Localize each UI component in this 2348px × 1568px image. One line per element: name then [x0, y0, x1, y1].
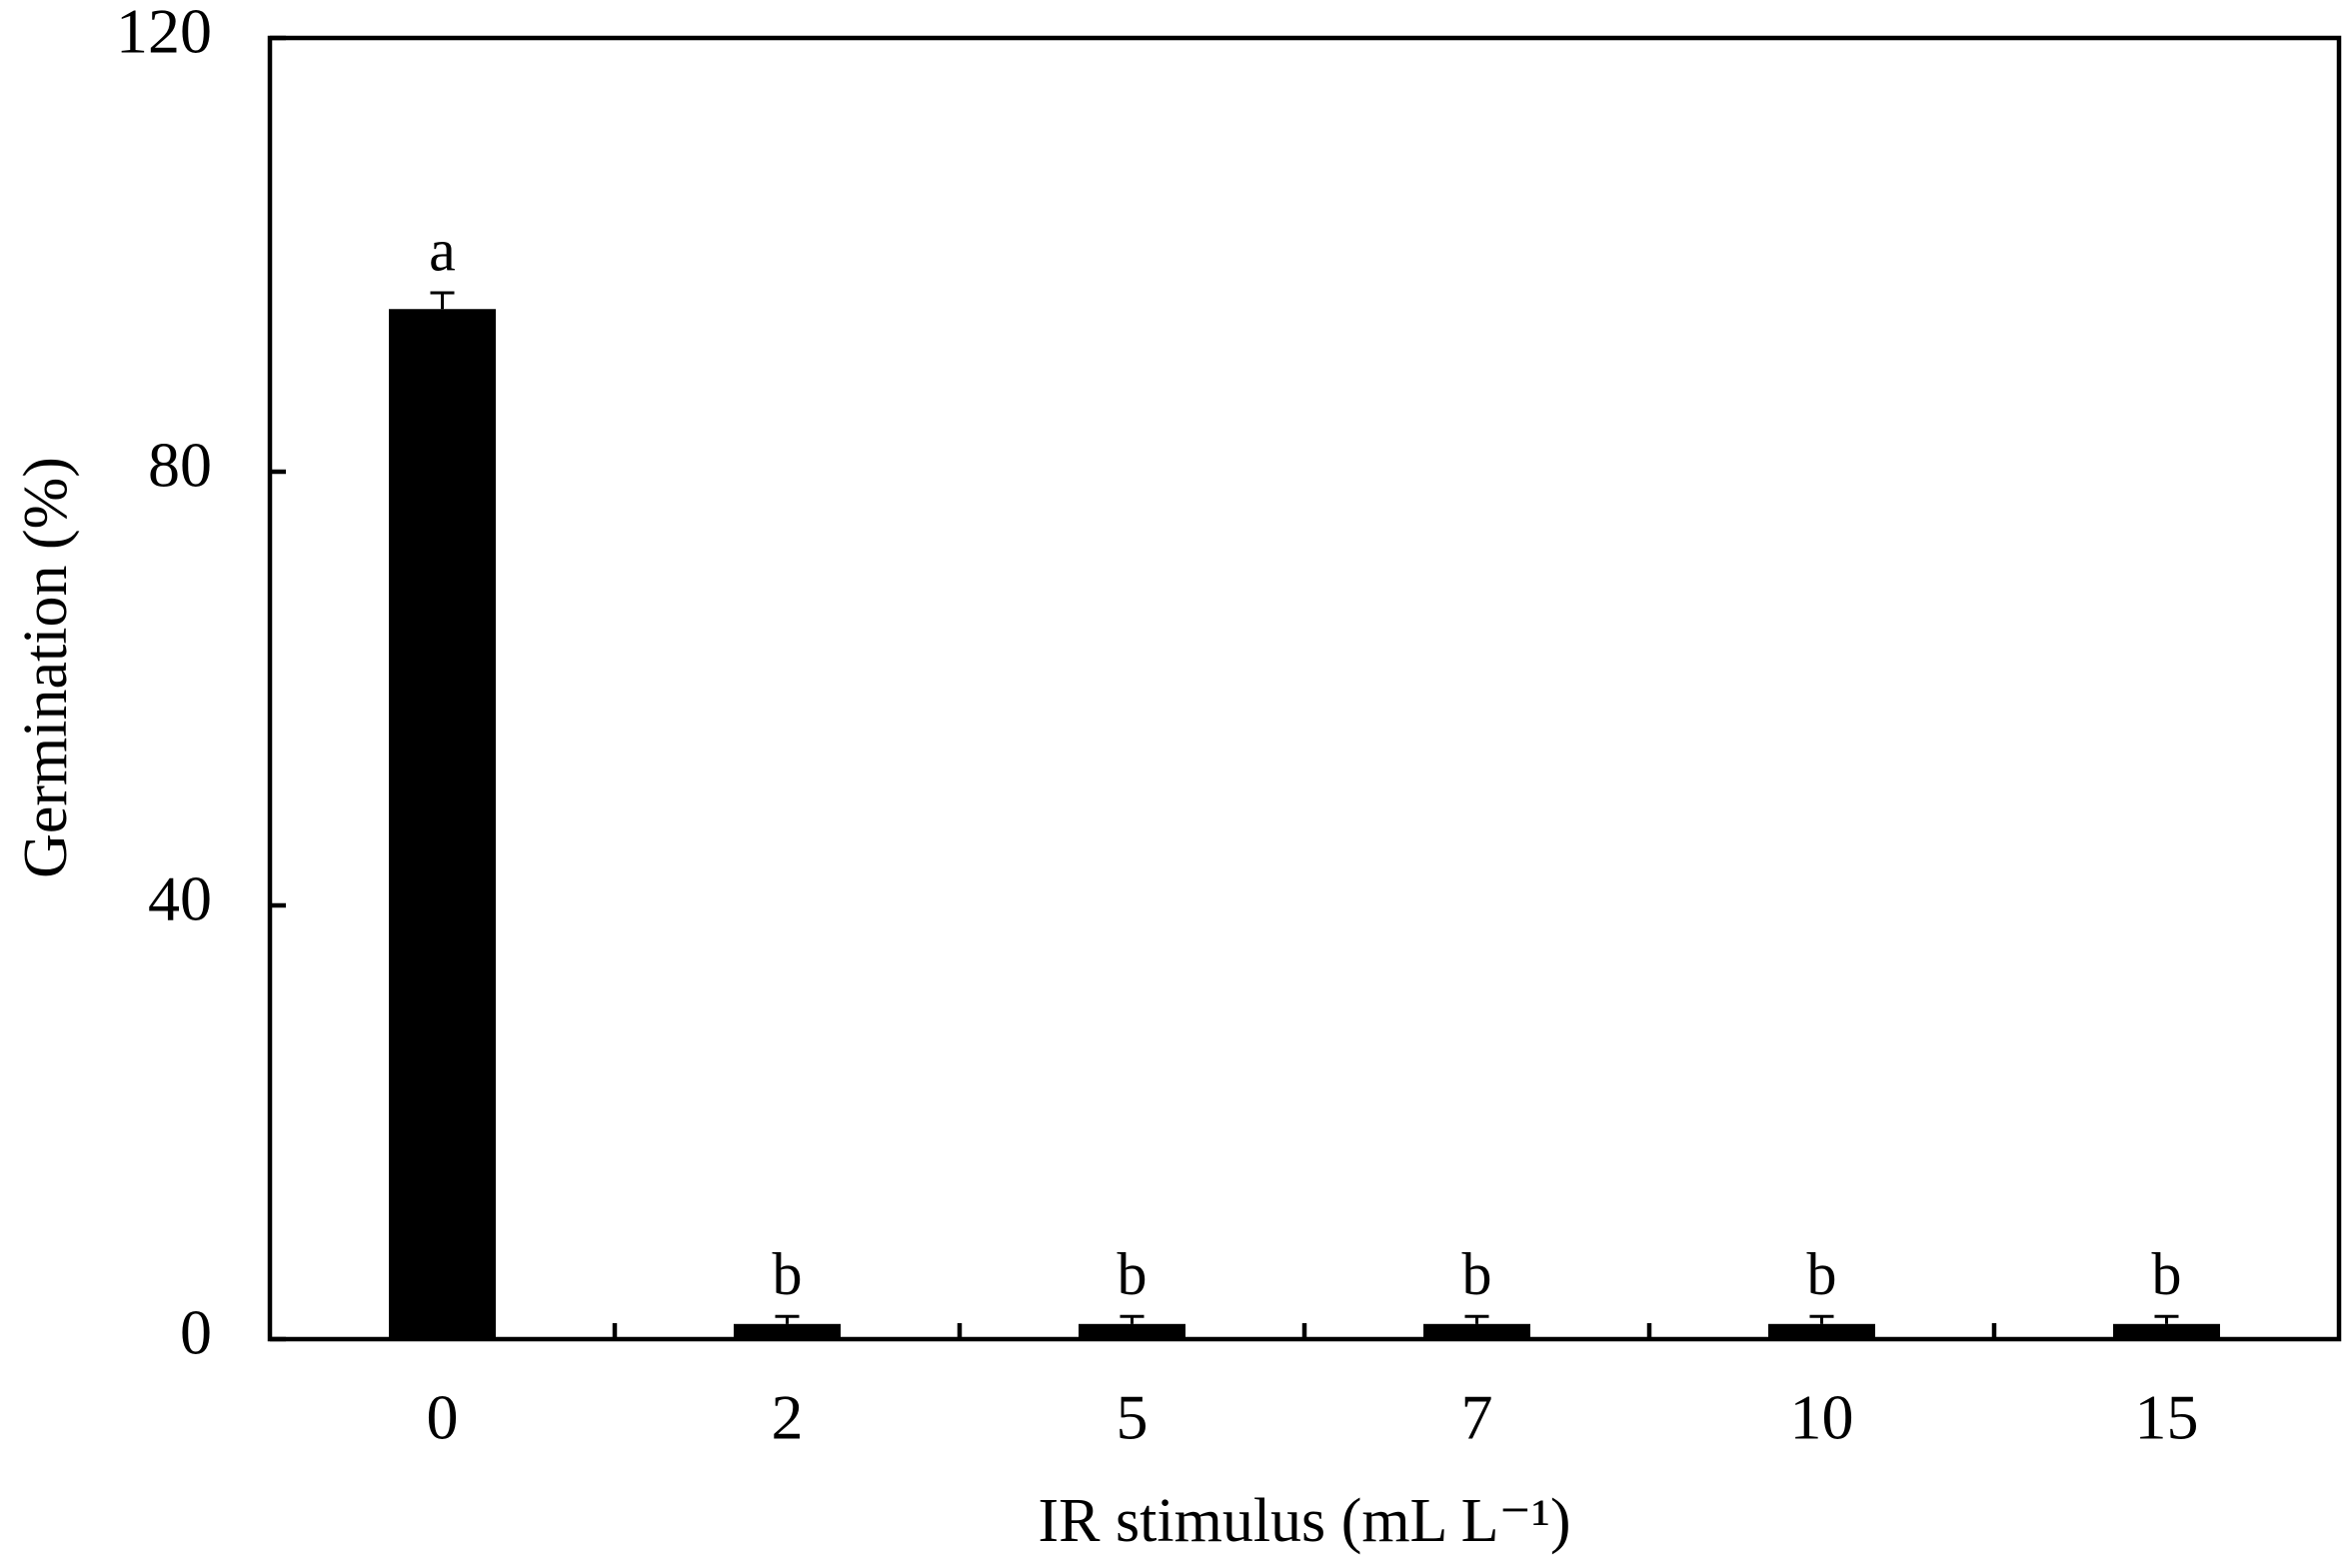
- x-tick-label: 7: [1461, 1382, 1493, 1453]
- x-tick-label: 10: [1790, 1382, 1854, 1453]
- annotation: b: [1462, 1241, 1492, 1307]
- x-tick-label: 15: [2135, 1382, 2199, 1453]
- x-tick-label: 2: [772, 1382, 804, 1453]
- annotation: b: [2152, 1241, 2182, 1307]
- bar: [389, 309, 496, 1339]
- x-tick-label: 0: [427, 1382, 459, 1453]
- bar: [1768, 1323, 1875, 1339]
- x-axis-title: IR stimulus (mL L⁻¹): [1039, 1487, 1571, 1555]
- bar: [1423, 1323, 1530, 1339]
- x-tick-label: 5: [1117, 1382, 1149, 1453]
- annotation: a: [429, 218, 456, 284]
- annotation: b: [1118, 1241, 1148, 1307]
- bar: [1079, 1323, 1185, 1339]
- annotation: b: [1807, 1241, 1837, 1307]
- y-axis-title: Germination (%): [12, 457, 80, 878]
- bar: [2113, 1323, 2220, 1339]
- y-tick-label: 0: [180, 1297, 212, 1368]
- y-tick-label: 40: [148, 863, 212, 934]
- plot-frame: [267, 35, 2342, 1342]
- y-tick-label: 120: [116, 0, 212, 67]
- y-tick-label: 80: [148, 430, 212, 501]
- annotation: b: [773, 1241, 803, 1307]
- bar: [734, 1323, 841, 1339]
